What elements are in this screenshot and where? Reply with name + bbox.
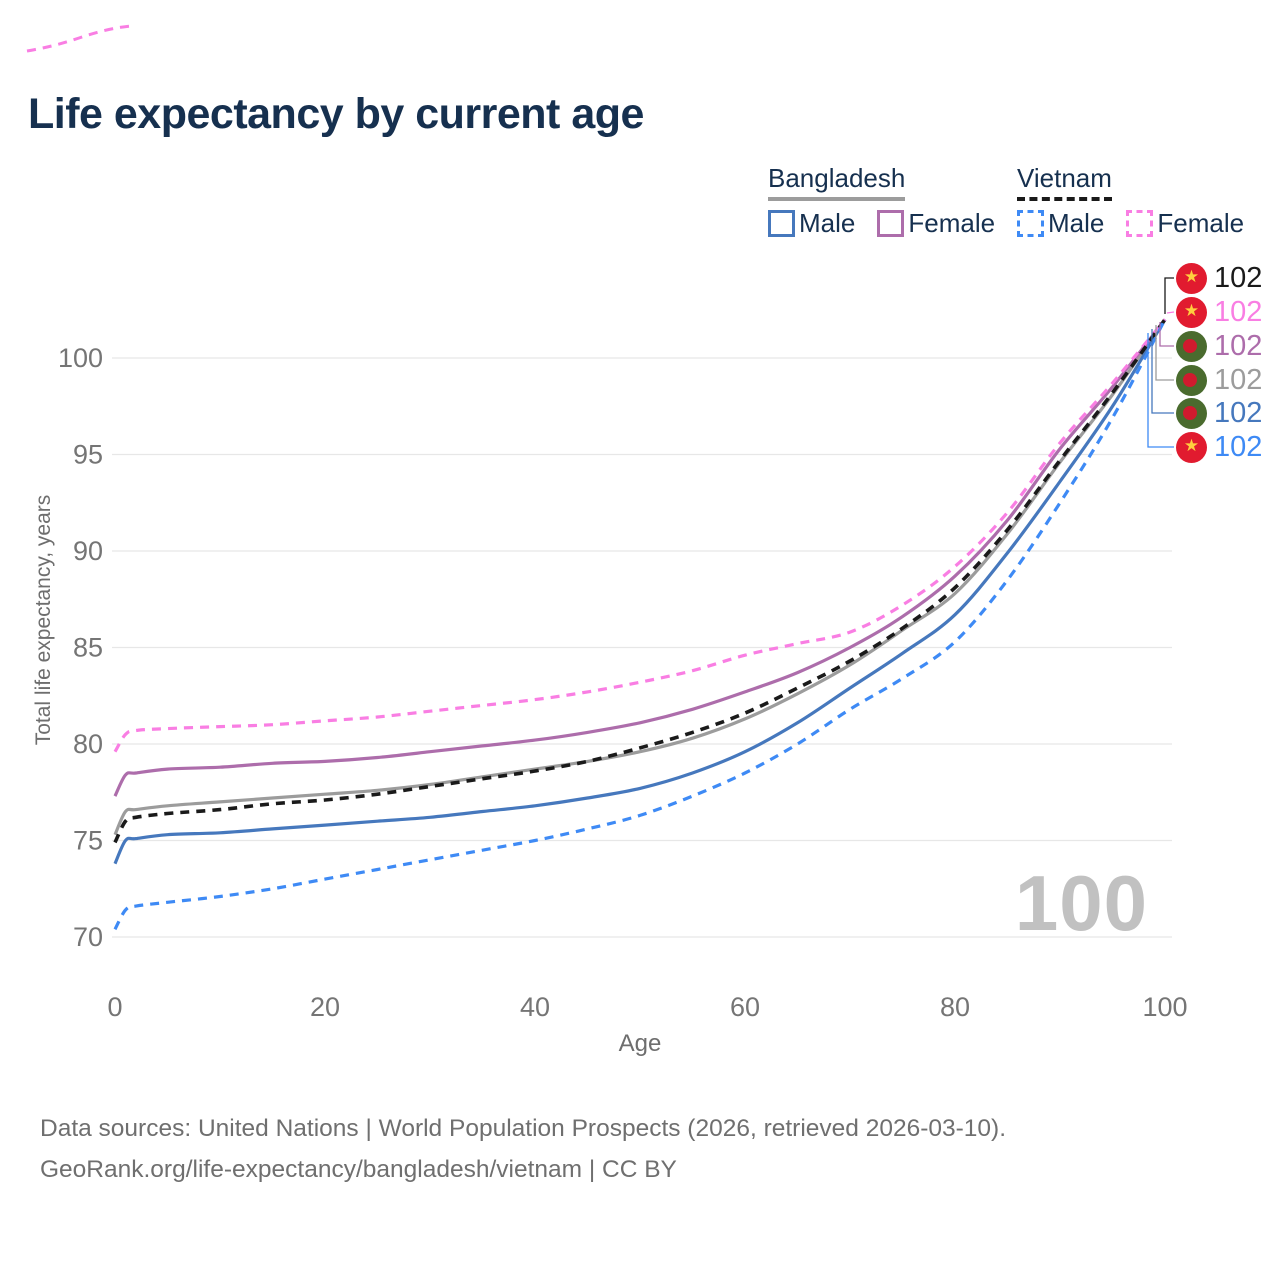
bangladesh-flag-icon [1176, 397, 1207, 429]
end-value-label: 102 [1214, 363, 1263, 396]
bangladesh-flag-icon [1176, 364, 1207, 396]
legend-item-bangladesh-female[interactable]: Female [877, 208, 995, 239]
legend-label-vietnam-male: Male [1048, 208, 1105, 239]
series-line-bangladesh-female[interactable] [113, 318, 1167, 797]
series-lines [113, 318, 1167, 931]
x-tick-label-100: 100 [1142, 992, 1187, 1022]
x-tick-label-20: 20 [310, 992, 340, 1022]
x-tick-labels: 0 20 40 60 80 100 [107, 992, 1187, 1022]
legend-item-vietnam-female[interactable]: Female [1126, 208, 1244, 239]
data-sources-line: Data sources: United Nations | World Pop… [40, 1115, 1007, 1142]
end-value-label: 102 [1214, 329, 1263, 362]
end-label-row-5: 102 [1176, 430, 1262, 464]
legend-label-bangladesh-male: Male [799, 208, 856, 239]
page-title: Life expectancy by current age [28, 90, 644, 138]
y-tick-labels: 70 75 80 85 90 95 100 [58, 343, 103, 952]
x-tick-label-40: 40 [520, 992, 550, 1022]
x-tick-label-0: 0 [107, 992, 122, 1022]
legend-swatch-bangladesh-female [877, 210, 905, 238]
series-line-bangladesh-both[interactable] [113, 318, 1167, 836]
legend-label-vietnam-female: Female [1157, 208, 1245, 239]
stray-line-fragment [26, 24, 133, 53]
y-tick-label-90: 90 [73, 536, 103, 566]
attribution-line: GeoRank.org/life-expectancy/bangladesh/v… [40, 1156, 677, 1183]
leader-line-3 [1155, 325, 1174, 381]
gridlines [112, 357, 1172, 938]
legend-country-bangladesh[interactable]: Bangladesh [768, 164, 906, 202]
y-tick-label-75: 75 [73, 826, 103, 856]
leader-line-1 [1166, 311, 1175, 314]
footer: Data sources: United Nations | World Pop… [40, 1108, 1006, 1190]
vietnam-flag-icon [1176, 296, 1207, 328]
series-line-bangladesh-male[interactable] [113, 318, 1167, 865]
legend-group-bangladesh: Bangladesh Male Female [768, 163, 1013, 239]
leader-lines [1147, 277, 1175, 448]
end-value-label: 102 [1214, 430, 1263, 463]
bangladesh-flag-icon [1176, 330, 1207, 362]
legend-swatch-vietnam-female [1126, 210, 1154, 238]
end-value-label: 102 [1214, 261, 1263, 294]
y-tick-label-70: 70 [73, 922, 103, 952]
end-label-row-0: 102 [1176, 261, 1262, 295]
end-value-label: 102 [1214, 295, 1263, 328]
legend-item-bangladesh-male[interactable]: Male [768, 208, 855, 239]
y-axis-title: Total life expectancy, years [32, 494, 55, 746]
legend-group-vietnam: Vietnam Male Female [1017, 163, 1262, 239]
age-indicator-watermark: 100 [1014, 859, 1148, 947]
leader-line-0 [1164, 277, 1174, 314]
series-line-vietnam-male[interactable] [113, 318, 1167, 931]
end-value-label: 102 [1214, 396, 1263, 429]
leader-line-2 [1159, 322, 1174, 347]
legend: Bangladesh Male Female Vietnam Male [0, 163, 1280, 243]
legend-item-vietnam-male[interactable]: Male [1017, 208, 1104, 239]
end-label-row-1: 102 [1176, 295, 1262, 329]
y-tick-label-100: 100 [58, 343, 103, 373]
legend-country-vietnam[interactable]: Vietnam [1017, 164, 1112, 202]
x-tick-label-80: 80 [940, 992, 970, 1022]
y-tick-label-85: 85 [73, 633, 103, 663]
series-line-vietnam-female[interactable] [113, 318, 1167, 753]
x-axis-title: Age [618, 1030, 662, 1057]
y-tick-label-95: 95 [73, 440, 103, 470]
x-tick-label-60: 60 [730, 992, 760, 1022]
end-label-row-2: 102 [1176, 329, 1262, 363]
series-line-vietnam-both[interactable] [113, 318, 1167, 844]
leader-line-5 [1147, 333, 1174, 448]
legend-swatch-vietnam-male [1017, 210, 1044, 238]
leader-line-4 [1151, 329, 1174, 414]
legend-label-bangladesh-female: Female [908, 208, 996, 239]
end-label-row-3: 102 [1176, 363, 1262, 397]
vietnam-flag-icon [1176, 431, 1207, 463]
end-label-row-4: 102 [1176, 396, 1262, 430]
legend-swatch-bangladesh-male [768, 210, 795, 238]
vietnam-flag-icon [1176, 262, 1207, 294]
y-tick-label-80: 80 [73, 729, 103, 759]
